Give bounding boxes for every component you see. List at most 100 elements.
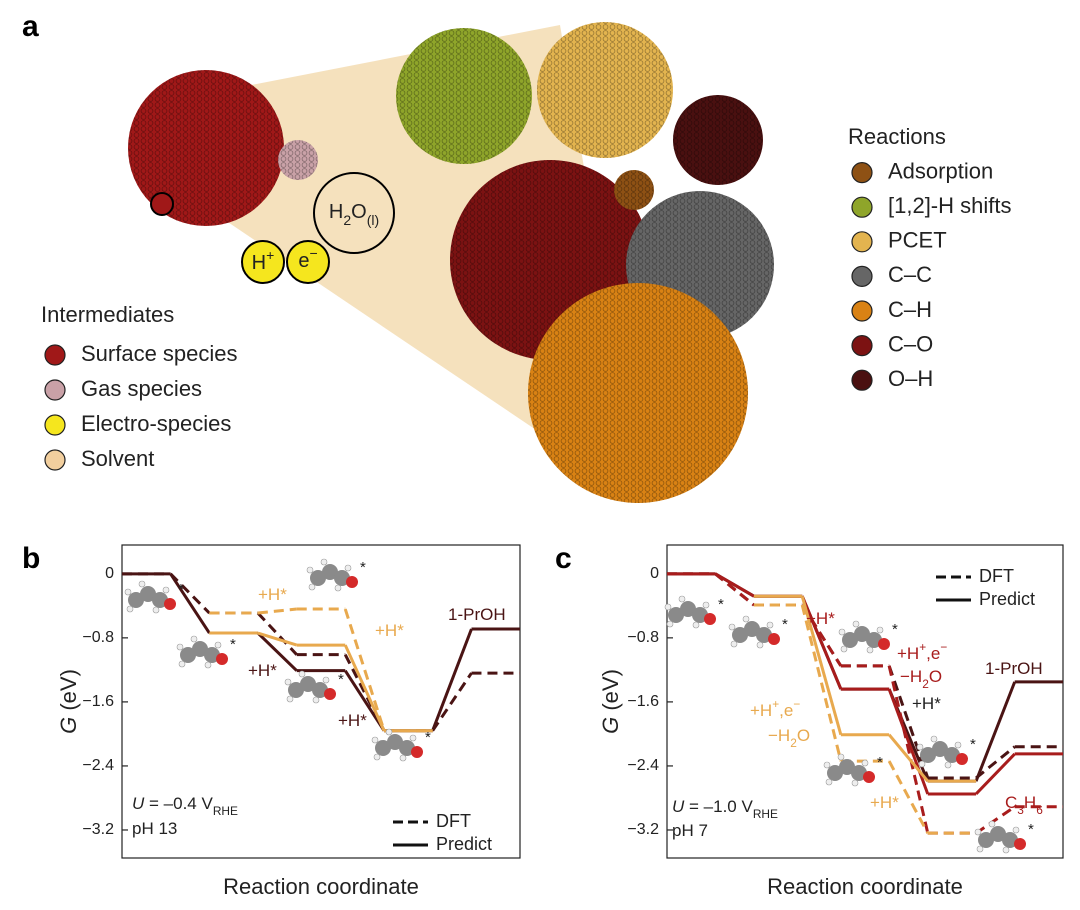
atom xyxy=(823,761,831,769)
site-marker: * xyxy=(230,636,236,653)
atom xyxy=(306,566,314,574)
connector xyxy=(974,752,1016,796)
legend-marker xyxy=(851,265,873,287)
connector xyxy=(169,572,211,615)
atom xyxy=(190,635,198,643)
atom xyxy=(976,845,984,853)
site-marker: * xyxy=(970,736,976,753)
atom xyxy=(344,564,352,572)
atom xyxy=(128,592,144,608)
text-part: +H* xyxy=(258,585,287,604)
legend-label: Predict xyxy=(436,834,492,854)
connector xyxy=(431,628,473,732)
connector xyxy=(431,672,473,732)
connector xyxy=(975,805,1016,835)
site-marker: * xyxy=(360,559,366,576)
atom xyxy=(140,586,156,602)
cluster-texture xyxy=(128,70,284,226)
legend-marker xyxy=(851,300,873,322)
annotation: +H+,e− xyxy=(750,697,800,720)
text-part: = –1.0 V xyxy=(684,797,753,816)
atom xyxy=(286,695,294,703)
atom xyxy=(322,564,338,580)
node-label: H+ xyxy=(252,247,275,275)
text-part: 3 xyxy=(1017,803,1024,817)
atom xyxy=(180,647,196,663)
y-tick-label: 0 xyxy=(650,565,659,582)
text-part: + xyxy=(772,697,779,711)
legend-title: Reactions xyxy=(848,124,946,149)
atom xyxy=(375,740,391,756)
atom xyxy=(300,676,316,692)
atom xyxy=(920,747,936,763)
y-tick-label: 0 xyxy=(105,565,114,582)
connector xyxy=(800,595,843,690)
atom xyxy=(766,621,774,629)
legend-marker xyxy=(851,231,873,253)
legend-marker xyxy=(851,196,873,218)
atom xyxy=(164,598,176,610)
site-marker: * xyxy=(782,616,788,633)
legend-label: Gas species xyxy=(81,376,202,401)
atom xyxy=(178,660,186,668)
highlight-node xyxy=(150,192,174,216)
atom xyxy=(152,606,160,614)
atom xyxy=(837,753,845,761)
text-part: 2 xyxy=(922,677,929,691)
y-axis-label: G (eV) xyxy=(598,669,623,734)
legend-title: Intermediates xyxy=(41,302,174,327)
connector xyxy=(343,644,386,732)
connector xyxy=(975,745,1016,780)
y-tick-label: −2.4 xyxy=(82,757,114,774)
atom xyxy=(298,670,306,678)
legend-label: DFT xyxy=(436,811,471,831)
annotation: U = –1.0 VRHE xyxy=(672,797,778,821)
atom xyxy=(854,626,870,642)
cluster-texture xyxy=(537,22,673,158)
atom xyxy=(932,741,948,757)
annotation: −H2O xyxy=(900,667,942,691)
connector xyxy=(800,595,843,736)
atom xyxy=(216,653,228,665)
atom xyxy=(866,646,874,654)
text-part: − xyxy=(940,640,947,654)
text-part: C xyxy=(1005,793,1017,812)
atom xyxy=(744,621,760,637)
y-tick-label: −3.2 xyxy=(627,821,659,838)
text-part: 1-PrOH xyxy=(985,659,1043,678)
atom xyxy=(861,759,869,767)
text-part: 6 xyxy=(1036,803,1043,817)
text-part: RHE xyxy=(213,804,238,818)
x-axis-label: Reaction coordinate xyxy=(223,874,419,899)
atom xyxy=(371,736,379,744)
connector xyxy=(887,688,930,795)
atom xyxy=(334,584,342,592)
y-tick-label: −1.6 xyxy=(627,693,659,710)
atom xyxy=(756,641,764,649)
annotation: pH 13 xyxy=(132,819,177,838)
text-part: U xyxy=(672,797,685,816)
legend-label: Surface species xyxy=(81,341,238,366)
connector xyxy=(257,607,297,615)
atom xyxy=(214,641,222,649)
text-part: +H* xyxy=(338,711,367,730)
atom xyxy=(692,621,700,629)
atom xyxy=(346,576,358,588)
atom xyxy=(387,734,403,750)
text-part: = –0.4 V xyxy=(144,794,213,813)
site-marker: * xyxy=(178,581,184,598)
cluster-texture xyxy=(614,170,654,210)
y-axis-label: G (eV) xyxy=(56,669,81,734)
atom xyxy=(373,753,381,761)
atom xyxy=(666,620,674,628)
atom xyxy=(284,678,292,686)
atom xyxy=(322,676,330,684)
atom xyxy=(668,607,684,623)
connector xyxy=(256,631,298,672)
text-part: + xyxy=(919,640,926,654)
text-part: +H* xyxy=(806,609,835,628)
node-label: H2O(l) xyxy=(329,201,379,227)
cluster-texture xyxy=(673,95,763,185)
site-marker: * xyxy=(718,596,724,613)
atom xyxy=(990,826,1006,842)
